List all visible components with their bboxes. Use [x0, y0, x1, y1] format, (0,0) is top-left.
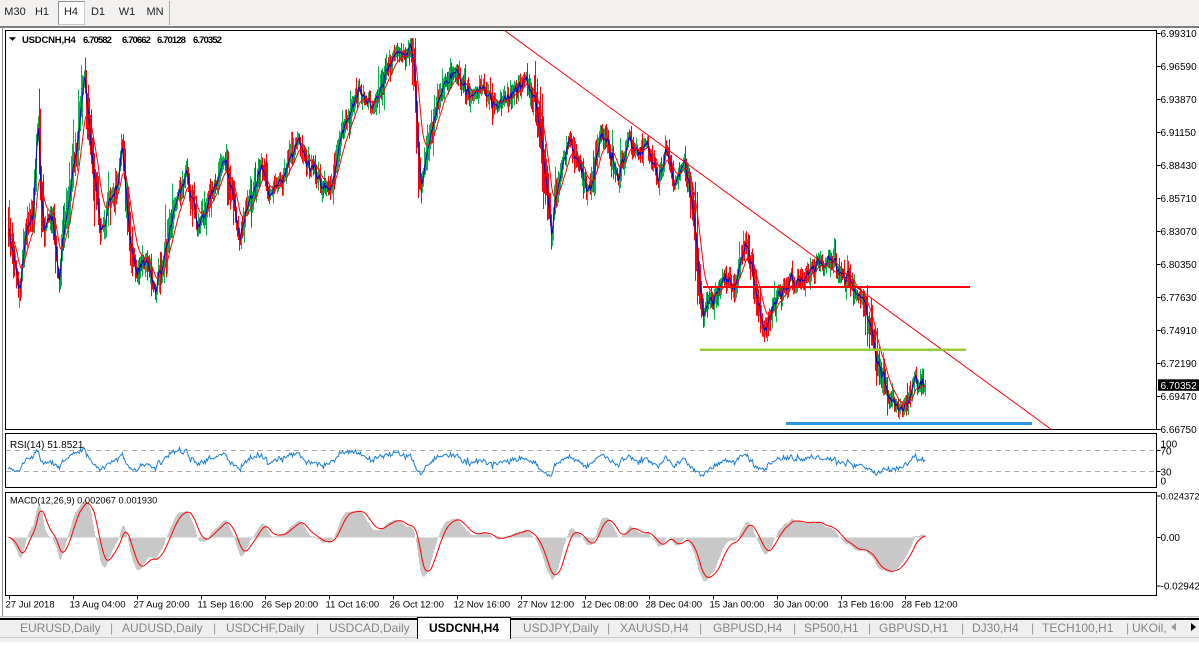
svg-text:6.96590: 6.96590	[1161, 62, 1198, 73]
svg-text:11 Sep 16:00: 11 Sep 16:00	[198, 600, 254, 611]
svg-text:6.70662: 6.70662	[122, 35, 151, 46]
svg-text:6.70352: 6.70352	[193, 35, 222, 46]
svg-text:6.70582: 6.70582	[83, 35, 112, 46]
svg-text:6.85710: 6.85710	[1161, 194, 1198, 205]
svg-text:6.88430: 6.88430	[1161, 161, 1198, 172]
svg-text:-0.029423: -0.029423	[1161, 582, 1199, 593]
svg-text:6.70128: 6.70128	[157, 35, 186, 46]
svg-text:11 Oct 16:00: 11 Oct 16:00	[326, 600, 380, 611]
svg-text:MACD(12,26,9) 0.002067 0.00193: MACD(12,26,9) 0.002067 0.001930	[10, 496, 157, 506]
svg-text:30 Jan 00:00: 30 Jan 00:00	[774, 600, 829, 611]
svg-text:28 Dec 04:00: 28 Dec 04:00	[646, 600, 703, 611]
svg-text:6.74910: 6.74910	[1161, 326, 1198, 337]
svg-text:6.91150: 6.91150	[1161, 128, 1197, 139]
svg-text:28 Feb 12:00: 28 Feb 12:00	[902, 600, 958, 611]
svg-text:6.83070: 6.83070	[1161, 227, 1198, 238]
svg-text:12 Dec 08:00: 12 Dec 08:00	[582, 600, 639, 611]
svg-text:27 Nov 12:00: 27 Nov 12:00	[518, 600, 575, 611]
svg-text:70: 70	[1161, 447, 1173, 458]
svg-text:USDCNH,H4: USDCNH,H4	[22, 35, 77, 46]
svg-text:27 Aug 20:00: 27 Aug 20:00	[134, 600, 190, 611]
svg-text:6.69470: 6.69470	[1161, 392, 1198, 403]
svg-text:6.72190: 6.72190	[1161, 359, 1198, 370]
svg-text:6.80350: 6.80350	[1161, 260, 1198, 271]
svg-text:6.77630: 6.77630	[1161, 293, 1198, 304]
svg-text:6.93870: 6.93870	[1161, 95, 1198, 106]
svg-text:6.66750: 6.66750	[1161, 425, 1198, 436]
svg-text:0: 0	[1161, 477, 1167, 488]
svg-text:12 Nov 16:00: 12 Nov 16:00	[454, 600, 511, 611]
svg-text:26 Oct 12:00: 26 Oct 12:00	[390, 600, 444, 611]
svg-text:13 Aug 04:00: 13 Aug 04:00	[70, 600, 126, 611]
svg-text:6.70352: 6.70352	[1161, 381, 1198, 392]
svg-text:6.99310: 6.99310	[1161, 29, 1198, 40]
svg-text:0.024372: 0.024372	[1161, 491, 1199, 502]
svg-text:RSI(14) 51.8521: RSI(14) 51.8521	[10, 440, 84, 451]
svg-text:26 Sep 20:00: 26 Sep 20:00	[262, 600, 319, 611]
svg-text:15 Jan 00:00: 15 Jan 00:00	[710, 600, 765, 611]
svg-text:13 Feb 16:00: 13 Feb 16:00	[838, 600, 894, 611]
svg-text:27 Jul 2018: 27 Jul 2018	[6, 600, 55, 611]
svg-text:0.00: 0.00	[1161, 533, 1181, 544]
